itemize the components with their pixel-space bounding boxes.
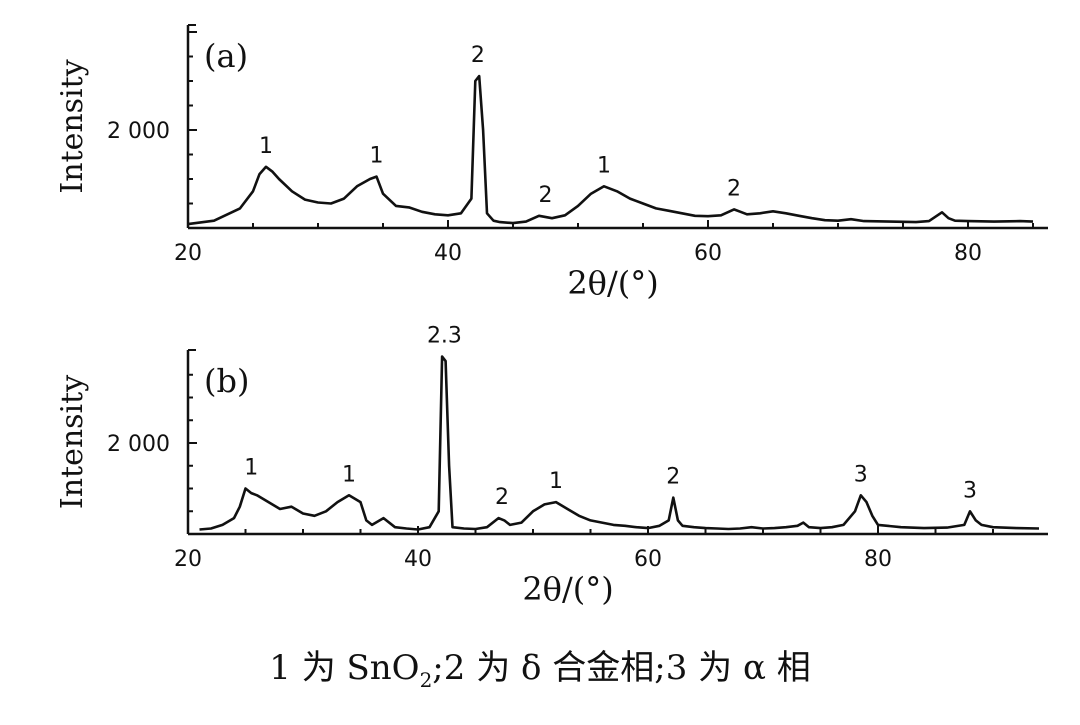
panel-a-y-tick-label: 2 000 bbox=[107, 119, 170, 144]
panel-a-peak-label-4: 1 bbox=[597, 153, 611, 178]
panel-b-x-tick-label-40: 40 bbox=[404, 547, 432, 572]
panel-b-peak-label-5: 2 bbox=[666, 465, 680, 490]
panel-a-x-tick-label-20: 20 bbox=[174, 241, 202, 266]
panel-b-x-tick-label-20: 20 bbox=[174, 547, 202, 572]
panel-b-label: (b) bbox=[204, 362, 249, 400]
panel-b-peak-label-4: 1 bbox=[549, 469, 563, 494]
caption-part-1: 1 为 SnO bbox=[269, 648, 420, 688]
panel-b-peak-label-6: 3 bbox=[854, 462, 868, 487]
panel-b-peak-label-3: 2 bbox=[495, 485, 509, 510]
panel-a-x-tick-label-40: 40 bbox=[434, 241, 462, 266]
panel-b-series-line-0 bbox=[199, 355, 1040, 531]
panel-b-y-tick-label: 2 000 bbox=[107, 432, 170, 457]
panel-a-label: (a) bbox=[204, 37, 248, 75]
panel-a-x-tick-label-60: 60 bbox=[694, 241, 722, 266]
panel-b-peak-label-2: 2.3 bbox=[427, 324, 462, 349]
panel-b-peak-label-0: 1 bbox=[244, 456, 258, 481]
panel-a-x-tick-label-80: 80 bbox=[954, 241, 982, 266]
panel-a-peak-label-5: 2 bbox=[727, 176, 741, 201]
panel-a-peak-label-2: 2 bbox=[471, 43, 485, 68]
panel-a-x-axis-label: 2θ/(°) bbox=[567, 264, 658, 302]
panel-b-x-axis-label: 2θ/(°) bbox=[522, 570, 613, 608]
panel-a-y-axis-label: Intensity bbox=[55, 59, 90, 193]
panel-a-peak-label-0: 1 bbox=[259, 134, 273, 159]
caption-part-2: ;2 为 δ 合金相;3 为 α 相 bbox=[432, 648, 811, 688]
caption-subscript: 2 bbox=[419, 667, 433, 692]
panel-b-x-tick-label-60: 60 bbox=[634, 547, 662, 572]
panel-a-peak-label-3: 2 bbox=[539, 183, 553, 208]
panel-b-y-axis-label: Intensity bbox=[55, 375, 90, 509]
figure-caption: 1 为 SnO2;2 为 δ 合金相;3 为 α 相 bbox=[0, 640, 1080, 692]
panel-a-peak-label-1: 1 bbox=[370, 144, 384, 169]
panel-b-peak-label-1: 1 bbox=[342, 462, 356, 487]
panel-b-x-tick-label-80: 80 bbox=[864, 547, 892, 572]
panel-b-peak-label-7: 3 bbox=[963, 478, 977, 503]
panel-a-series-line-0 bbox=[187, 74, 1034, 226]
